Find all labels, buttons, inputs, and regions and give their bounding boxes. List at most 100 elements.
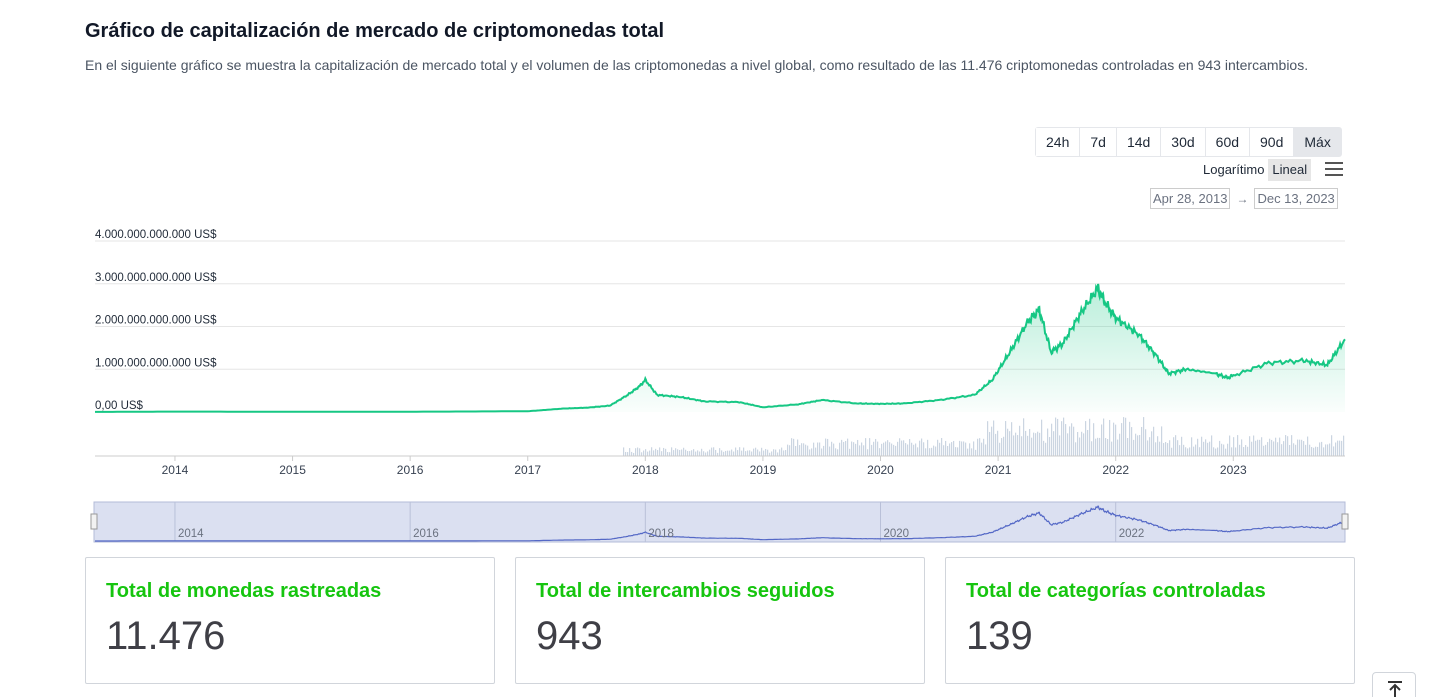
- volume-bar: [1169, 440, 1171, 456]
- volume-bar: [1071, 423, 1073, 456]
- range-24h-button[interactable]: 24h: [1036, 128, 1081, 156]
- volume-bar: [1021, 436, 1023, 456]
- market-cap-line: [95, 283, 1346, 413]
- volume-bar: [745, 451, 747, 456]
- navigator-left-handle[interactable]: [90, 513, 98, 530]
- range-60d-button[interactable]: 60d: [1205, 128, 1251, 156]
- volume-bar: [1111, 441, 1113, 456]
- volume-bar: [713, 447, 715, 456]
- volume-bar: [907, 444, 909, 456]
- volume-bar: [1121, 423, 1123, 456]
- volume-bar: [1247, 446, 1249, 456]
- volume-bar: [1197, 438, 1199, 456]
- volume-bar: [1209, 441, 1211, 456]
- scale-log-button[interactable]: Logarítimo: [1203, 162, 1265, 177]
- volume-bar: [833, 443, 835, 456]
- volume-bar: [1031, 437, 1033, 456]
- date-to-input[interactable]: Dec 13, 2023: [1254, 188, 1338, 209]
- volume-bar: [701, 448, 703, 456]
- volume-bar: [1143, 417, 1145, 456]
- volume-bar: [835, 448, 837, 456]
- volume-bar: [757, 449, 759, 456]
- x-tick-label: 2019: [750, 463, 777, 477]
- volume-bar: [875, 438, 877, 456]
- volume-bar: [1223, 444, 1225, 456]
- volume-bar: [1229, 435, 1231, 456]
- volume-bar: [1267, 442, 1269, 456]
- volume-bar: [1161, 426, 1163, 456]
- volume-bar: [689, 451, 691, 456]
- volume-bar: [1257, 439, 1259, 456]
- range-max-button[interactable]: Máx: [1294, 128, 1341, 156]
- volume-bar: [1145, 429, 1147, 456]
- date-from-input[interactable]: Apr 28, 2013: [1150, 188, 1231, 209]
- volume-bar: [677, 449, 679, 456]
- volume-bar: [1177, 440, 1179, 456]
- volume-bar: [1039, 432, 1041, 456]
- volume-bar: [1011, 422, 1013, 456]
- volume-bar: [851, 441, 853, 456]
- volume-bar: [727, 450, 729, 456]
- volume-bar: [885, 441, 887, 456]
- volume-bar: [915, 443, 917, 456]
- volume-bar: [1289, 444, 1291, 456]
- volume-bar: [1241, 439, 1243, 456]
- range-7d-button[interactable]: 7d: [1080, 128, 1117, 156]
- volume-bar: [881, 443, 883, 456]
- scale-linear-button[interactable]: Lineal: [1268, 159, 1312, 181]
- volume-bar: [779, 449, 781, 456]
- volume-bar: [1193, 446, 1195, 456]
- volume-bar: [1245, 445, 1247, 456]
- range-14d-button[interactable]: 14d: [1116, 128, 1162, 156]
- navigator-right-handle[interactable]: [1341, 513, 1349, 530]
- volume-bar: [943, 445, 945, 456]
- volume-bar: [975, 449, 977, 456]
- volume-bar: [785, 449, 787, 456]
- volume-bar: [789, 445, 791, 456]
- x-tick-label: 2017: [514, 463, 541, 477]
- volume-bar: [767, 449, 769, 456]
- volume-bar: [1339, 440, 1341, 456]
- volume-bar: [1157, 436, 1159, 456]
- volume-bar: [1265, 444, 1267, 456]
- volume-bar: [1055, 417, 1057, 456]
- volume-bar: [1221, 443, 1223, 456]
- volume-bar: [1037, 431, 1039, 456]
- volume-bar: [909, 439, 911, 456]
- volume-bar: [973, 441, 975, 456]
- range-30d-button[interactable]: 30d: [1161, 128, 1206, 156]
- volume-bar: [829, 446, 831, 456]
- volume-bar: [773, 449, 775, 456]
- navigator-window[interactable]: [93, 501, 1346, 543]
- volume-bar: [1097, 437, 1099, 456]
- stat-label: Total de monedas rastreadas: [106, 580, 382, 602]
- volume-bar: [1271, 439, 1273, 456]
- range-90d-button[interactable]: 90d: [1250, 128, 1295, 156]
- volume-bar: [1009, 431, 1011, 456]
- volume-bar: [1323, 447, 1325, 456]
- volume-bar: [811, 448, 813, 456]
- volume-bar: [927, 439, 929, 456]
- volume-bar: [1217, 447, 1219, 456]
- volume-bar: [679, 449, 681, 456]
- volume-bar: [831, 441, 833, 456]
- hamburger-menu-icon[interactable]: [1325, 162, 1343, 176]
- volume-bar: [819, 442, 821, 456]
- volume-bar: [1115, 424, 1117, 456]
- volume-bar: [733, 451, 735, 456]
- volume-bar: [989, 431, 991, 456]
- scroll-to-top-button[interactable]: [1372, 672, 1416, 697]
- volume-bar: [1231, 447, 1233, 456]
- volume-bar: [969, 443, 971, 456]
- volume-bar: [953, 440, 955, 456]
- page-description: En el siguiente gráfico se muestra la ca…: [85, 57, 1309, 73]
- volume-bar: [1329, 443, 1331, 456]
- volume-bar: [1309, 444, 1311, 456]
- volume-bar: [793, 438, 795, 456]
- volume-bar: [1213, 447, 1215, 456]
- volume-bar: [1199, 447, 1201, 456]
- volume-bar: [765, 448, 767, 456]
- volume-bar: [891, 443, 893, 456]
- volume-bar: [945, 440, 947, 456]
- volume-bar: [1163, 443, 1165, 456]
